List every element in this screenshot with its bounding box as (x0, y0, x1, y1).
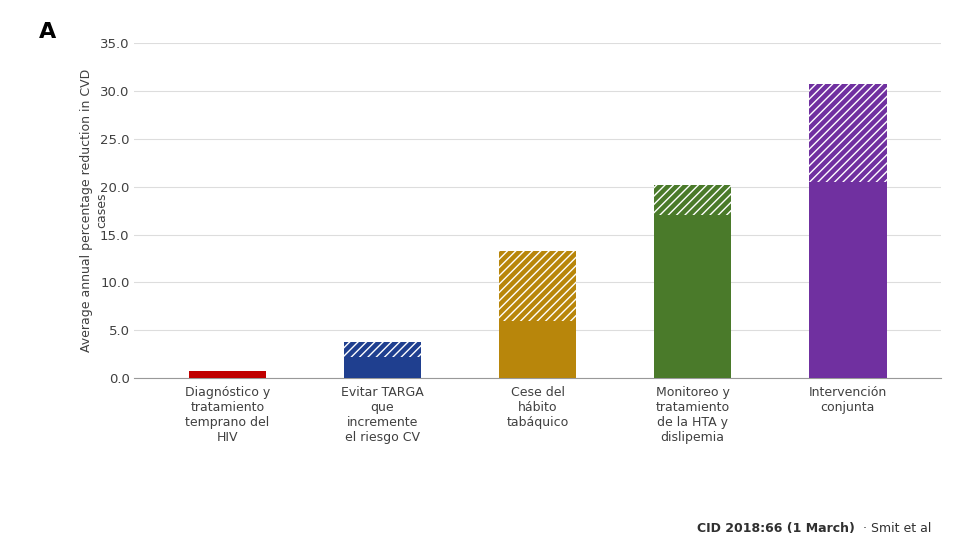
Bar (344, 342, 421, 357)
Text: CID 2018:66 (1 March): CID 2018:66 (1 March) (697, 522, 854, 535)
Bar (654, 215, 732, 378)
Y-axis label: Average annual percentage reduction in CVD
cases: Average annual percentage reduction in C… (81, 69, 108, 352)
Bar (654, 185, 732, 215)
Text: · Smit et al: · Smit et al (859, 522, 931, 535)
Bar (499, 251, 576, 321)
Bar (499, 321, 576, 378)
Bar (189, 372, 266, 378)
Bar (809, 182, 886, 378)
Bar (809, 84, 886, 182)
Text: A: A (38, 22, 56, 42)
Bar (344, 357, 421, 378)
